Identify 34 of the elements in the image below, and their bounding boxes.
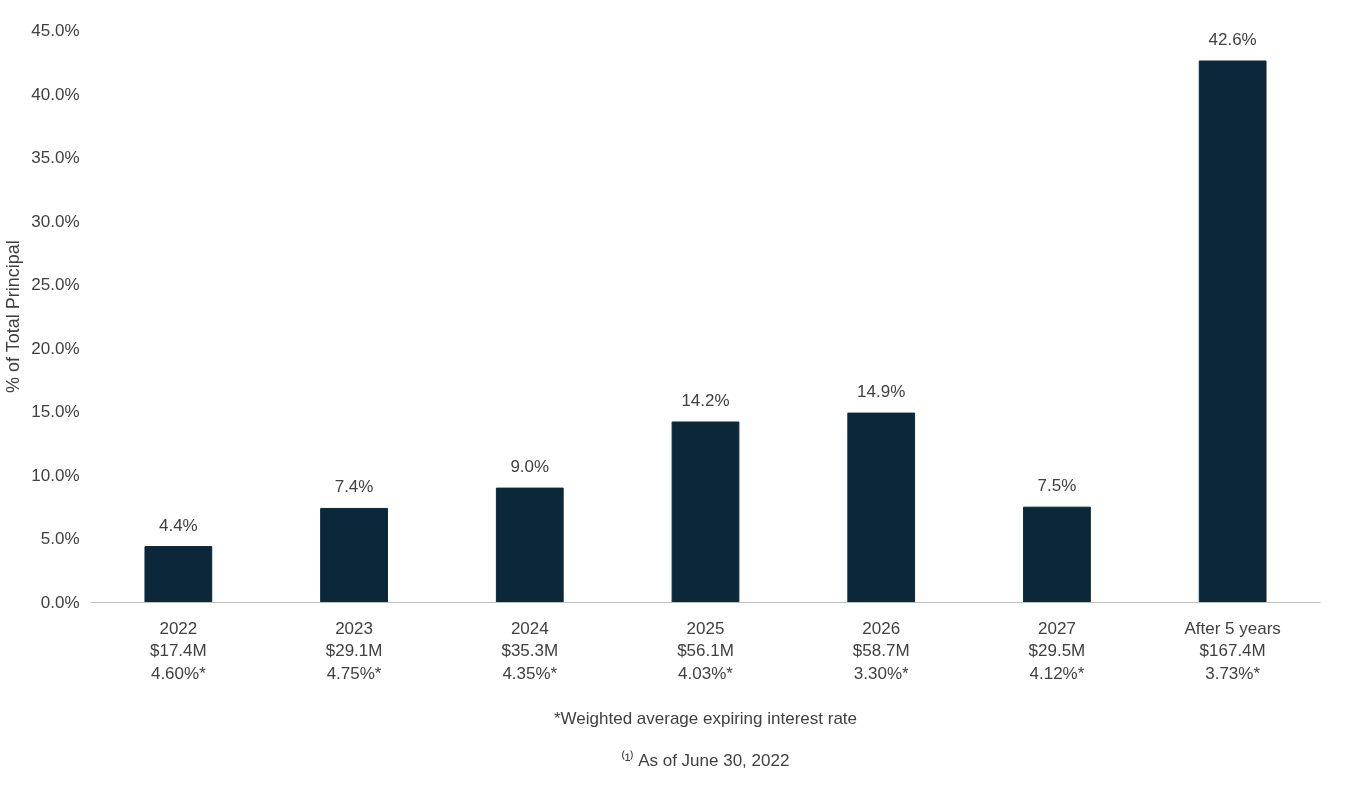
x-tick-label: 2027 $29.5M 4.12%* [1028,618,1086,684]
bar [144,546,213,603]
text: ⁽¹⁾ As of June 30, 2022 [620,749,790,770]
x-tick-label: 2024 $35.3M 4.35%* [501,618,559,684]
data-label: 14.9% [857,382,906,402]
y-tick-label: 35.0% [31,148,80,168]
data-label: 9.0% [510,457,550,477]
x-tick-label: After 5 years $167.4M 3.73%* [1184,618,1281,684]
bar [1198,60,1267,603]
y-tick-label: 5.0% [40,529,80,549]
text: *Weighted average expiring interest rate [553,708,858,728]
y-tick-label: 10.0% [31,465,80,485]
bar [671,421,740,603]
y-tick-label: 0.0% [40,593,80,612]
x-tick-label: 2022 $17.4M 4.60%* [150,618,207,684]
bar [320,507,388,603]
y-tick-label: 15.0% [31,402,80,422]
data-label: 14.2% [681,391,730,410]
data-label: 7.4% [334,477,374,497]
y-tick-label: 40.0% [31,84,80,104]
y-tick-label: 30.0% [31,211,80,231]
x-tick-label: 2026 $58.7M 3.30%* [852,618,910,684]
y-tick-label: 45.0% [31,21,80,40]
bar [847,412,916,603]
bar [495,487,564,603]
data-label: 4.4% [158,515,198,535]
y-axis-title: % of Total Principal [3,240,24,394]
bar [1023,506,1091,603]
y-tick-label: 25.0% [31,275,80,295]
data-label: 7.5% [1037,476,1077,496]
x-tick-label: 2023 $29.1M 4.75%* [325,618,383,684]
data-label: 42.6% [1208,30,1257,50]
y-tick-label: 20.0% [31,338,80,358]
x-tick-label: 2025 $56.1M 4.03%* [677,618,734,684]
